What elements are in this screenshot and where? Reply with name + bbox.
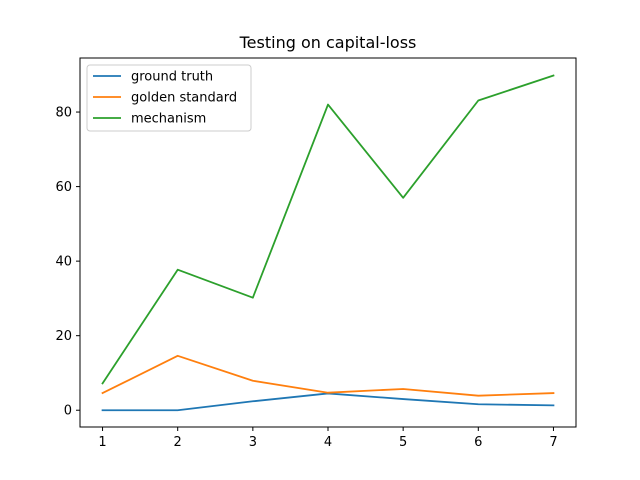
y-tick-label: 60 [55, 180, 72, 195]
legend-box [86, 64, 252, 132]
y-tick-label: 0 [64, 404, 72, 419]
legend: ground truth golden standard mechanism [86, 64, 252, 132]
x-tick-label: 6 [474, 435, 482, 450]
legend-label: golden standard [131, 91, 237, 106]
series-line-golden-standard [101, 354, 555, 397]
legend-label: mechanism [131, 112, 206, 127]
x-tick-label: 3 [249, 435, 257, 450]
x-tick-label: 4 [324, 435, 332, 450]
series-line-mechanism [101, 74, 555, 385]
x-tick-label: 5 [399, 435, 407, 450]
series-lines [101, 74, 555, 412]
legend-label: ground truth [131, 70, 213, 85]
y-tick-label: 20 [55, 329, 72, 344]
x-tick-label: 2 [174, 435, 182, 450]
y-tick-label: 40 [55, 255, 72, 270]
y-tick-label: 80 [55, 106, 72, 121]
chart-title: Testing on capital-loss [239, 33, 417, 52]
x-tick-label: 1 [98, 435, 106, 450]
y-axis: 0 20 40 60 80 [55, 106, 80, 419]
x-axis: 1 2 3 4 5 6 7 [98, 427, 558, 450]
x-tick-label: 7 [549, 435, 557, 450]
